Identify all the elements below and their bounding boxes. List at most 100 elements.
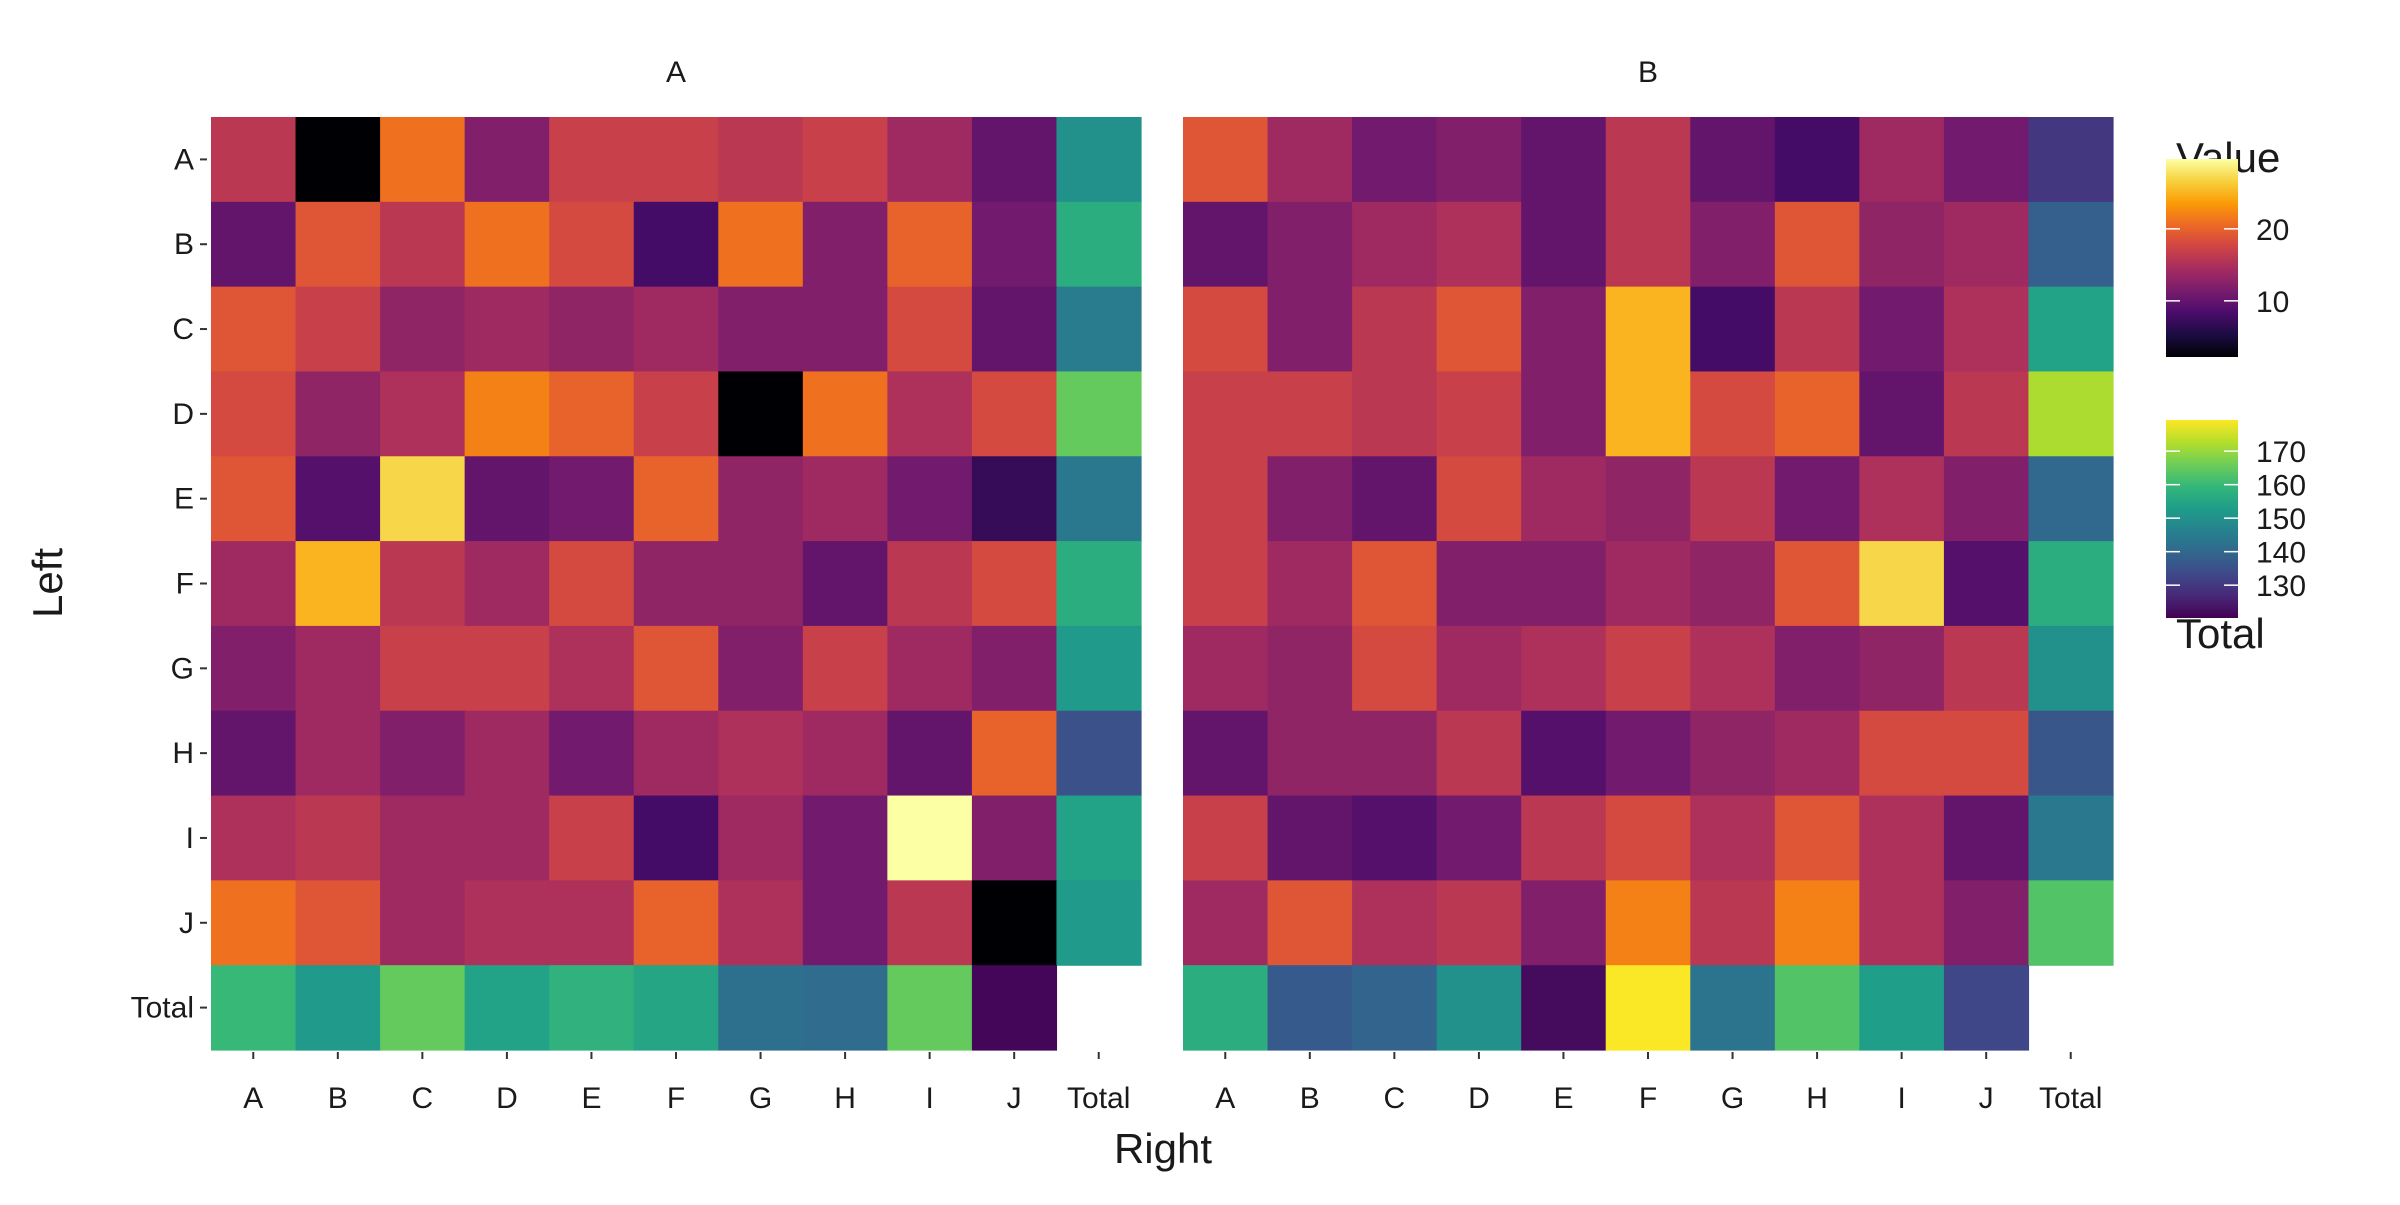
heatmap-cell-E-J: 7 — [971, 456, 1058, 542]
x-tick-label: H — [834, 1082, 856, 1115]
heatmap-cell-E-A: 19 — [211, 456, 297, 542]
heatmap-cell-F-I: 16 — [887, 541, 973, 627]
heatmap-cell-J-E: 15 — [549, 880, 635, 966]
legend-tick-label: 140 — [2256, 537, 2306, 570]
heatmap-cell-G-F: 17 — [1605, 625, 1691, 712]
heatmap-cell-B-H: 19 — [1774, 201, 1860, 288]
x-tick-label: Total — [1067, 1082, 1130, 1115]
x-tick-label: C — [1384, 1082, 1406, 1115]
heatmap-cell-I-A: 15 — [211, 795, 297, 881]
heatmap-cell-C-H: 16 — [1774, 286, 1860, 373]
heatmap-cell-C-J: 10 — [971, 286, 1058, 373]
heatmap-cell-G-A: 12 — [211, 625, 297, 712]
heatmap-cell-J-A: 14 — [1183, 880, 1269, 966]
heatmap-cell-A-H: 8 — [1774, 117, 1860, 203]
heatmap-cell-Total-E: 122 — [1521, 965, 1607, 1051]
heatmap-cell-C-G: 8 — [1690, 286, 1776, 373]
heatmap-cell-A-A: 19 — [1183, 117, 1269, 203]
heatmap-cell-H-Total: 135 — [1056, 710, 1142, 797]
x-tick-label: A — [1215, 1082, 1235, 1115]
heatmap-cell-G-H: 17 — [802, 625, 888, 712]
heatmap-cell-E-C: 27 — [380, 456, 466, 542]
heatmap-cell-F-E: 18 — [549, 541, 635, 627]
heatmap-cell-H-G: 13 — [1690, 710, 1776, 797]
heatmap-cell-D-I: 15 — [887, 371, 973, 457]
heatmap-cell-D-H: 21 — [802, 371, 888, 457]
heatmap-cell-D-D: 22 — [464, 371, 550, 457]
y-tick-label: J — [179, 907, 194, 940]
heatmap-cell-E-I: 11 — [887, 456, 973, 542]
heatmap-cell-A-G: 10 — [1690, 117, 1776, 203]
x-tick-label: Total — [2039, 1082, 2102, 1115]
heatmap-cell-I-C: 14 — [380, 795, 466, 881]
heatmap-cell-A-I: 14 — [1859, 117, 1945, 203]
heatmap-cell-I-F: 8 — [633, 795, 719, 881]
y-tick-label: F — [176, 568, 194, 601]
heatmap-cell-C-D: 14 — [464, 286, 550, 373]
heatmap-cell-E-I: 15 — [1859, 456, 1945, 542]
heatmap-cell-Total-F: 179 — [1605, 965, 1691, 1051]
heatmap-cell-J-A: 21 — [211, 880, 297, 966]
heatmap-cell-C-E: 12 — [1521, 286, 1607, 373]
heatmap-cell-F-Total: 157 — [1056, 541, 1142, 627]
heatmap-cell-J-F: 22 — [1605, 880, 1691, 966]
heatmap-cell-I-E: 16 — [1521, 795, 1607, 881]
heatmap-cell-C-I: 18 — [887, 286, 973, 373]
heatmap-cell-F-D: 14 — [464, 541, 550, 627]
heatmap-cell-D-Total: 172 — [2028, 371, 2114, 457]
heatmap-cell-A-I: 14 — [887, 117, 973, 203]
heatmap-cell-E-E: 14 — [1521, 456, 1607, 542]
heatmap-cell-C-C: 16 — [1352, 286, 1438, 373]
heatmap-cell-B-C: 16 — [380, 201, 466, 288]
heatmap-cell-F-F: 14 — [1605, 541, 1691, 627]
heatmap-cell-I-D: 14 — [464, 795, 550, 881]
heatmap-cell-Total-F: 155 — [633, 965, 719, 1051]
heatmap-cell-E-D: 10 — [464, 456, 550, 542]
heatmap-cell-G-Total: 152 — [1056, 625, 1142, 712]
heatmap-cell-A-H: 17 — [802, 117, 888, 203]
x-tick-label: G — [1721, 1082, 1744, 1115]
heatmap-cell-D-J: 18 — [971, 371, 1058, 457]
heatmap-cell-Total-E: 158 — [549, 965, 635, 1051]
heatmap-cell-Total-A: 157 — [1183, 965, 1269, 1051]
heatmap-cell-G-J: 16 — [1943, 625, 2030, 712]
heatmap-cell-A-B: 14 — [1267, 117, 1353, 203]
x-tick-label: J — [1007, 1082, 1022, 1115]
heatmap-cell-J-G: 16 — [1690, 880, 1776, 966]
heatmap-cell-H-A: 10 — [1183, 710, 1269, 797]
heatmap-cell-I-B: 16 — [295, 795, 381, 881]
heatmap-cell-H-D: 16 — [1436, 710, 1522, 797]
heatmap-cell-E-G: 13 — [718, 456, 804, 542]
heatmap-cell-J-I: 16 — [887, 880, 973, 966]
heatmap-cell-F-J: 9 — [1943, 541, 2030, 627]
heatmap-cell-E-Total: 140 — [2028, 456, 2114, 542]
heatmap-cell-B-J: 14 — [1943, 201, 2030, 288]
heatmap-cell-C-B: 17 — [295, 286, 381, 373]
heatmap-cell-H-H: 14 — [802, 710, 888, 797]
y-tick-label: I — [186, 822, 194, 855]
heatmap-cell-G-D: 17 — [464, 625, 550, 712]
heatmap-cell-A-D: 12 — [1436, 117, 1522, 203]
y-tick-label: E — [174, 483, 194, 516]
y-tick-label: C — [172, 313, 194, 346]
heatmap-cell-A-E: 17 — [549, 117, 635, 203]
heatmap-cell-B-G: 21 — [718, 201, 804, 288]
heatmap-cell-C-A: 19 — [211, 286, 297, 373]
heatmap-cell-H-C: 13 — [1352, 710, 1438, 797]
heatmap-cell-F-G: 13 — [718, 541, 804, 627]
heatmap-cell-G-J: 12 — [971, 625, 1058, 712]
y-tick-label: G — [171, 652, 194, 685]
heatmap-cell-C-Total: 154 — [2028, 286, 2114, 373]
heatmap-cell-F-B: 25 — [295, 541, 381, 627]
heatmap-cell-A-Total: 150 — [1056, 117, 1142, 203]
heatmap-cell-F-H: 10 — [802, 541, 888, 627]
heatmap-cell-J-Total: 152 — [1056, 880, 1142, 966]
legend-tick-label: 170 — [2256, 436, 2306, 469]
heatmap-cell-J-F: 20 — [633, 880, 719, 966]
x-tick-label: H — [1806, 1082, 1828, 1115]
heatmap-cell-H-B: 13 — [1267, 710, 1353, 797]
heatmap-cell-I-J: 10 — [1943, 795, 2030, 881]
heatmap-cell-B-F: 8 — [633, 201, 719, 288]
